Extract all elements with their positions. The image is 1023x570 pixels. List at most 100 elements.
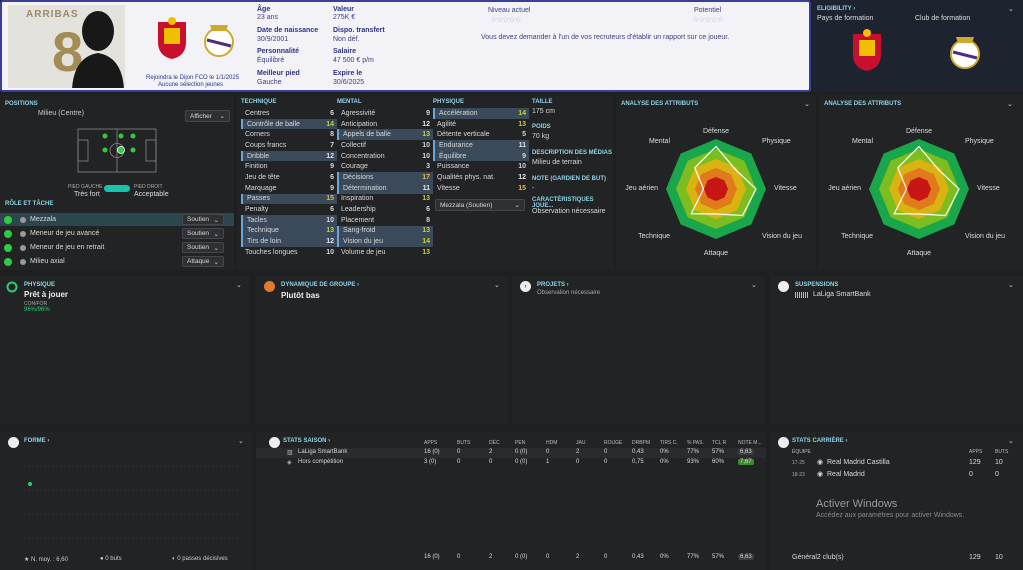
attribute-row[interactable]: Vitesse 15	[433, 183, 529, 194]
projects-title[interactable]: PROJETS ›	[537, 282, 569, 288]
column-header[interactable]: NOTE M...	[738, 440, 762, 446]
role-row[interactable]: Mezzala Soutien ⌄	[0, 213, 234, 226]
attribute-row[interactable]: Appels de balle 13	[337, 129, 433, 141]
attribute-row[interactable]: Marquage 9	[241, 183, 337, 194]
attribute-row[interactable]: Tacles 10	[241, 214, 337, 226]
attribute-row[interactable]: Vision du jeu 14	[337, 236, 433, 247]
chevron-down-icon[interactable]: ⌄	[236, 282, 242, 289]
physical-status: Prêt à jouer	[24, 290, 69, 299]
duty-dropdown[interactable]: Soutien ⌄	[182, 242, 224, 253]
attribute-row[interactable]: Qualités phys. nat. 12	[433, 172, 529, 183]
show-dropdown[interactable]: Afficher ⌄	[185, 110, 230, 122]
role-row[interactable]: Meneur de jeu avancé Soutien ⌄	[0, 227, 234, 240]
column-header[interactable]: TCL R	[712, 440, 727, 446]
role-row[interactable]: Milieu axial Attaque ⌄	[0, 255, 234, 268]
attribute-value: 9	[330, 163, 334, 171]
season-row[interactable]: ▥ LaLiga SmartBank 16 (0) 0 2 0 (0) 0 2 0 0,43 0% 7…	[256, 448, 766, 458]
column-header[interactable]: DÉC	[489, 440, 500, 446]
attribute-row[interactable]: Détermination 11	[337, 182, 433, 194]
attribute-row[interactable]: Technique 13	[241, 225, 337, 237]
attribute-row[interactable]: Penalty 6	[241, 204, 337, 215]
duty-dropdown[interactable]: Soutien ⌄	[182, 228, 224, 239]
attribute-value: 12	[422, 120, 430, 128]
attribute-row[interactable]: Accélération 14	[433, 108, 529, 119]
attribute-row[interactable]: Agressivité 9	[337, 108, 433, 119]
chevron-down-icon[interactable]: ⌄	[1008, 438, 1014, 445]
column-header[interactable]: ROUGE	[604, 440, 623, 446]
attribute-row[interactable]: Contrôle de balle 14	[241, 118, 337, 130]
attribute-row[interactable]: Tirs de loin 12	[241, 236, 337, 247]
attribute-row[interactable]: Décisions 17	[337, 172, 433, 183]
attribute-row[interactable]: Finition 9	[241, 161, 337, 172]
attribute-row[interactable]: Placement 8	[337, 215, 433, 226]
chevron-down-icon[interactable]: ⌄	[238, 438, 244, 445]
career-title[interactable]: STATS CARRIÈRE ›	[792, 438, 848, 444]
chevron-down-icon[interactable]: ⌄	[751, 282, 757, 289]
attribute-value: 6	[330, 109, 334, 117]
chevron-down-icon[interactable]: ⌄	[1007, 101, 1013, 108]
role-select[interactable]: Mezzala (Soutien) ⌄	[435, 199, 525, 211]
attribute-row[interactable]: Endurance 11	[433, 140, 529, 151]
attribute-name: Inspiration	[341, 195, 374, 203]
scout-message: Vous devez demander à l'un de vos recrut…	[481, 34, 730, 41]
attribute-row[interactable]: Passes 15	[241, 193, 337, 205]
attribute-row[interactable]: Leadership 6	[337, 204, 433, 215]
attribute-row[interactable]: Anticipation 12	[337, 119, 433, 130]
attribute-row[interactable]: Touches longues 10	[241, 247, 337, 258]
total-cell: 0	[604, 554, 608, 560]
radar-label: Attaque	[907, 250, 931, 257]
attribute-row[interactable]: Concentration 10	[337, 151, 433, 162]
column-header[interactable]: TIRS C.	[660, 440, 678, 446]
group-title[interactable]: DYNAMIQUE DE GROUPE ›	[281, 282, 360, 288]
season-row[interactable]: ◈ Hors compétition 3 (0) 0 0 0 (0) 1 0 0 0,75 0% 93…	[256, 458, 766, 468]
attribute-row[interactable]: Sang-froid 13	[337, 225, 433, 237]
column-header[interactable]: JAU	[576, 440, 586, 446]
attribute-row[interactable]: Collectif 10	[337, 140, 433, 151]
eligibility-title[interactable]: ELIGIBILITY ›	[817, 6, 856, 12]
career-row[interactable]: 17-25 ◉ Real Madrid Castilla 129 10	[770, 458, 1023, 469]
foot-label: Meilleur pied	[257, 70, 300, 77]
role-row[interactable]: Meneur de jeu en retrait Soutien ⌄	[0, 241, 234, 254]
form-title[interactable]: FORME ›	[24, 438, 50, 444]
season-title[interactable]: STATS SAISON ›	[283, 438, 331, 444]
column-header[interactable]: PEN	[515, 440, 526, 446]
column-header[interactable]: HDM	[546, 440, 558, 446]
attribute-row[interactable]: Volume de jeu 13	[337, 247, 433, 258]
attribute-row[interactable]: Coups francs 7	[241, 140, 337, 151]
show-dropdown-label: Afficher	[190, 112, 212, 120]
attribute-row[interactable]: Inspiration 13	[337, 194, 433, 205]
chevron-down-icon[interactable]: ⌄	[804, 101, 810, 108]
duty-dropdown[interactable]: Soutien ⌄	[182, 214, 224, 225]
chevron-down-icon[interactable]: ⌄	[494, 282, 500, 289]
attribute-value: 8	[330, 131, 334, 139]
chevron-down-icon[interactable]: ⌄	[1008, 6, 1014, 13]
attribute-value: 11	[422, 184, 430, 192]
attribute-row[interactable]: Équilibre 9	[433, 150, 529, 162]
role-suitability-icon	[4, 257, 12, 266]
radar-label: Physique	[965, 138, 994, 145]
attribute-row[interactable]: Corners 8	[241, 129, 337, 140]
attribute-value: 9	[522, 152, 526, 160]
duty-dropdown[interactable]: Attaque ⌄	[182, 256, 224, 267]
attribute-name: Équilibre	[439, 152, 467, 160]
attribute-row[interactable]: Puissance 10	[433, 161, 529, 172]
attribute-name: Sang-froid	[343, 227, 376, 235]
right-foot-value: Acceptable	[134, 191, 169, 198]
attribute-row[interactable]: Détente verticale 5	[433, 129, 529, 140]
form-assists: ◐ 0 passes décisives	[172, 556, 228, 562]
attribute-row[interactable]: Centres 6	[241, 108, 337, 119]
suspensions-panel: SUSPENSIONS ⌄ LaLiga SmartBank	[770, 276, 1023, 424]
attribute-row[interactable]: Agilité 13	[433, 119, 529, 130]
column-header[interactable]: BUTS	[457, 440, 471, 446]
attribute-row[interactable]: Jeu de tête 6	[241, 172, 337, 183]
chevron-down-icon[interactable]: ⌄	[1008, 282, 1014, 289]
attribute-name: Collectif	[341, 141, 366, 149]
column-header[interactable]: APPS	[424, 440, 438, 446]
column-header[interactable]: % PAS.	[687, 440, 704, 446]
career-row[interactable]: 18-23 ◉ Real Madrid 0 0	[770, 470, 1023, 481]
column-header[interactable]: DRBPM	[632, 440, 651, 446]
attribute-row[interactable]: Dribble 12	[241, 150, 337, 162]
stat-cell: 0	[604, 459, 608, 465]
attribute-row[interactable]: Courage 3	[337, 161, 433, 172]
stat-cell: 0	[457, 459, 461, 465]
